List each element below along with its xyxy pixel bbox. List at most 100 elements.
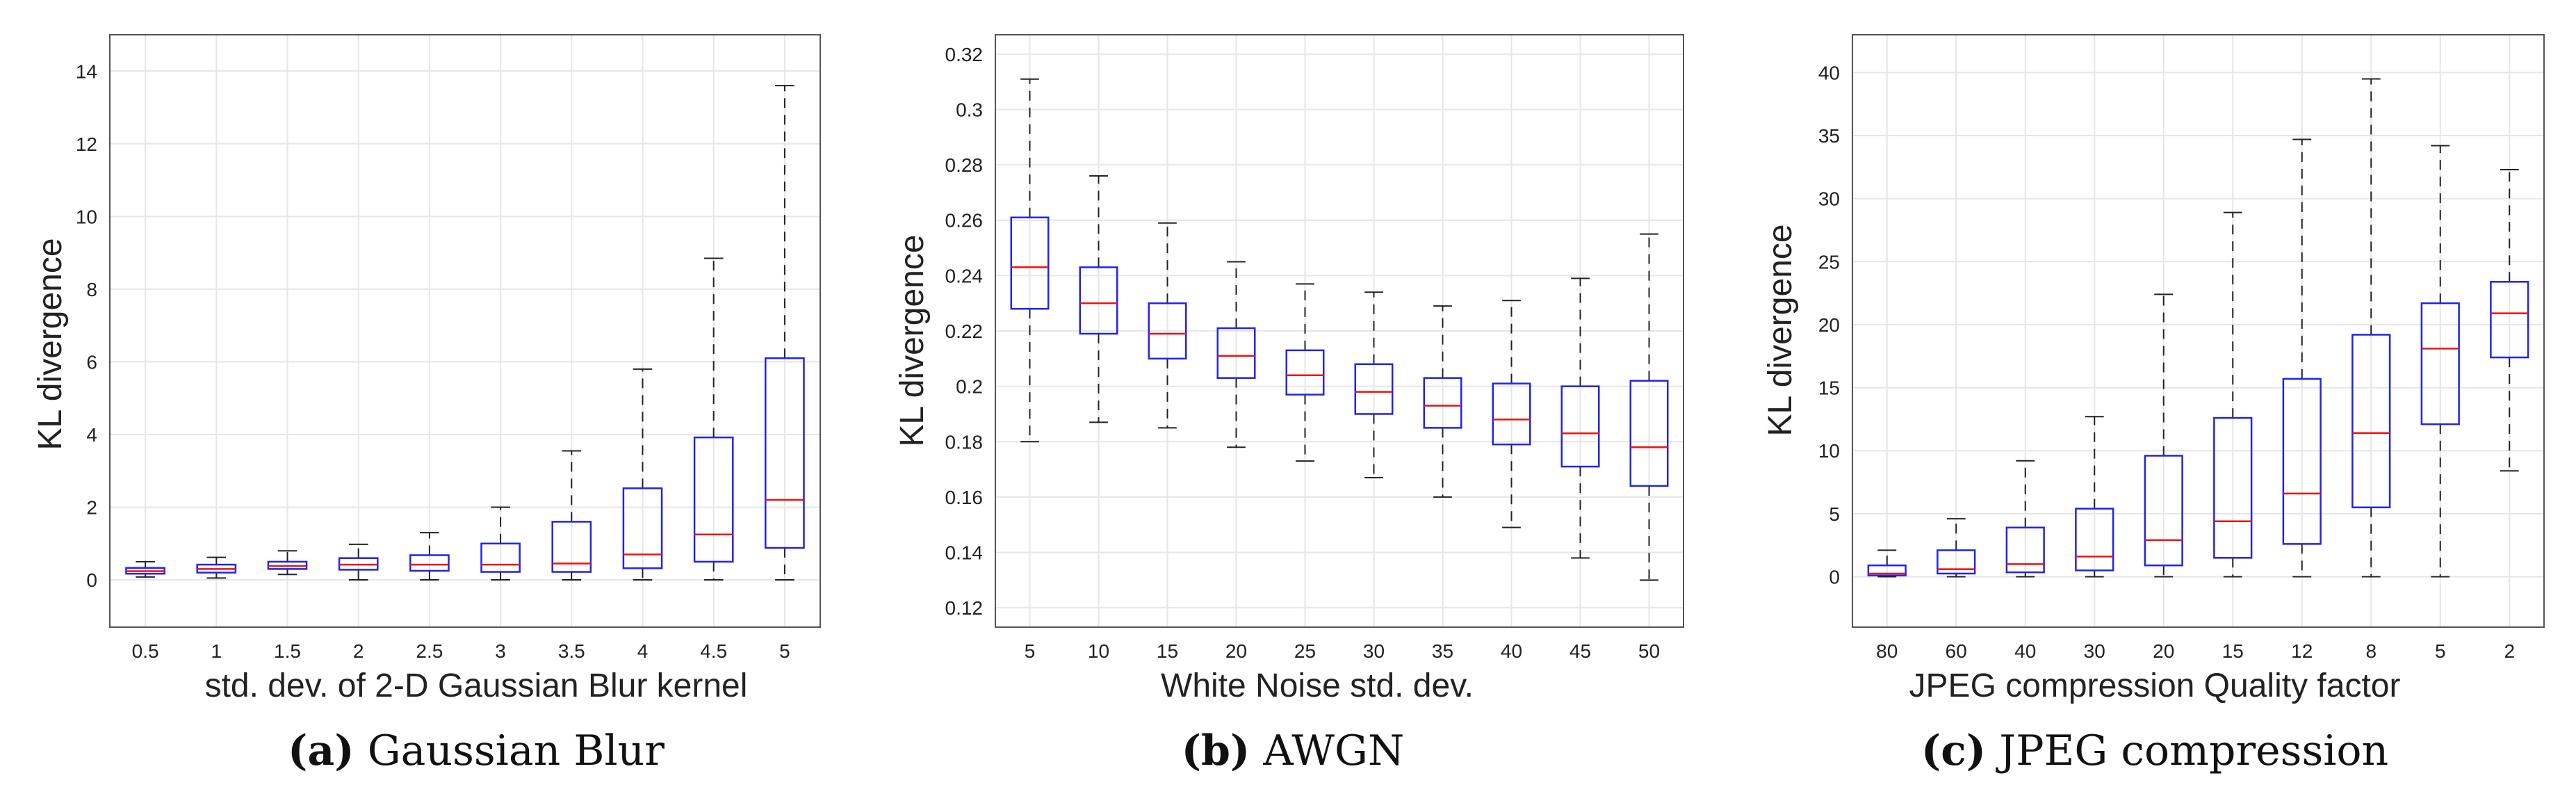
x-tick-label: 45 — [1570, 640, 1591, 662]
y-tick-label: 8 — [86, 279, 97, 300]
y-axis-label-gaussian-blur: KL divergence — [32, 238, 69, 450]
y-tick-label: 0.22 — [945, 321, 984, 342]
x-tick-label: 30 — [2084, 640, 2105, 662]
y-tick-label: 0.12 — [945, 597, 984, 619]
y-tick-label: 0.14 — [945, 542, 984, 564]
panel-jpeg-compression: 0 5 10 15 20 25 30 35 40 80 60 40 30 20 15 12 8 5 2 KL div… — [1762, 34, 2545, 775]
x-tick-label: 30 — [1363, 640, 1385, 662]
box-jpeg-40 — [2005, 460, 2045, 578]
box-gaussian-blur-2 — [338, 543, 379, 581]
iqr-box — [551, 521, 592, 573]
y-tick-label: 0.28 — [945, 154, 984, 176]
y-tick-label: 15 — [1818, 378, 1840, 399]
iqr-box — [2213, 416, 2253, 559]
y-tick-label: 40 — [1818, 62, 1840, 83]
iqr-box — [1285, 349, 1325, 396]
box-jpeg-5 — [2420, 145, 2460, 578]
box-awgn-20 — [1216, 261, 1256, 448]
panel-caption-label: JPEG compression — [1995, 727, 2388, 775]
panel-caption-awgn: (b) AWGN — [1182, 727, 1405, 775]
x-tick-label: 40 — [2014, 640, 2036, 662]
y-tick-label: 2 — [86, 497, 97, 519]
x-tick-label: 4 — [637, 640, 649, 662]
iqr-box — [2490, 281, 2529, 359]
iqr-box — [2144, 455, 2183, 567]
box-jpeg-60 — [1937, 518, 1976, 578]
x-tick-label: 3.5 — [558, 640, 585, 662]
y-tick-label: 14 — [76, 60, 97, 82]
x-tick-label: 80 — [1876, 640, 1898, 662]
box-jpeg-12 — [2282, 138, 2322, 578]
iqr-box — [1079, 266, 1118, 335]
x-tick-label: 20 — [1225, 640, 1247, 662]
box-jpeg-8 — [2351, 78, 2391, 578]
plot-frame-jpeg — [1852, 34, 2545, 628]
x-axis-label-gaussian-blur: std. dev. of 2-D Gaussian Blur kernel — [205, 667, 748, 704]
x-tick-label: 8 — [2365, 640, 2377, 662]
x-tick-label: 20 — [2153, 640, 2174, 662]
panel-gaussian-blur: 0 2 4 6 8 10 12 14 0.5 1 1.5 2 2.5 3 3.5 4 4.5 5 KL diver… — [32, 34, 821, 775]
x-axis-label-jpeg: JPEG compression Quality factor — [1909, 667, 2401, 704]
iqr-box — [2282, 378, 2322, 545]
iqr-box — [622, 487, 663, 569]
box-awgn-45 — [1560, 277, 1600, 559]
panel-awgn: 0.12 0.14 0.16 0.18 0.2 0.22 0.24 0.26 0.28 0.3 0.… — [894, 34, 1684, 775]
x-tick-label: 4.5 — [700, 640, 727, 662]
iqr-box — [1010, 216, 1050, 310]
x-tick-label: 2.5 — [416, 640, 443, 662]
iqr-box — [1492, 382, 1531, 446]
y-tick-label: 0.3 — [956, 99, 983, 120]
plot-frame-gaussian-blur — [109, 34, 821, 628]
box-awgn-40 — [1492, 300, 1531, 528]
iqr-box — [1560, 385, 1600, 468]
box-awgn-35 — [1423, 305, 1462, 498]
iqr-box — [409, 554, 450, 572]
iqr-box — [2075, 508, 2114, 572]
y-tick-label: 6 — [86, 351, 97, 373]
y-tick-label: 0.16 — [945, 487, 984, 508]
plot-frame-awgn — [995, 34, 1684, 628]
box-gaussian-blur-3.5 — [551, 450, 592, 581]
box-gaussian-blur-0.5 — [125, 560, 165, 578]
box-awgn-15 — [1148, 222, 1187, 429]
x-tick-label: 15 — [2222, 640, 2244, 662]
box-jpeg-2 — [2490, 168, 2529, 472]
x-tick-label: 12 — [2291, 640, 2313, 662]
panel-caption-letter: (c) — [1921, 727, 1986, 775]
iqr-box — [480, 542, 521, 573]
y-tick-label: 25 — [1818, 251, 1840, 273]
box-jpeg-30 — [2075, 416, 2114, 578]
y-tick-label: 35 — [1818, 125, 1840, 147]
panel-caption-letter: (b) — [1182, 727, 1250, 775]
panel-caption-letter: (a) — [288, 727, 354, 775]
iqr-box — [1937, 549, 1976, 575]
y-tick-label: 0 — [1829, 566, 1840, 588]
y-tick-label: 0.24 — [945, 265, 984, 286]
x-tick-label: 1.5 — [274, 640, 301, 662]
iqr-box — [1423, 377, 1462, 429]
x-tick-label: 60 — [1946, 640, 1967, 662]
x-axis-label-awgn: White Noise std. dev. — [1161, 667, 1474, 704]
x-tick-label: 15 — [1157, 640, 1178, 662]
x-tick-label: 2 — [353, 640, 364, 662]
iqr-box — [1216, 327, 1256, 379]
x-tick-label: 5 — [2435, 640, 2446, 662]
y-tick-label: 0 — [86, 569, 97, 591]
box-awgn-25 — [1285, 283, 1325, 462]
y-tick-label: 4 — [86, 424, 97, 446]
box-gaussian-blur-1 — [196, 556, 237, 579]
x-tick-label: 2 — [2504, 640, 2515, 662]
iqr-box — [1867, 564, 1907, 576]
x-tick-label: 25 — [1294, 640, 1316, 662]
box-awgn-5 — [1010, 78, 1050, 443]
x-tick-label: 10 — [1088, 640, 1109, 662]
x-tick-label: 1 — [211, 640, 222, 662]
box-jpeg-80 — [1867, 549, 1907, 578]
box-awgn-10 — [1079, 175, 1118, 423]
x-tick-label: 3 — [495, 640, 506, 662]
iqr-box — [2005, 526, 2045, 574]
iqr-box — [2351, 334, 2391, 509]
iqr-box — [1148, 302, 1187, 360]
box-gaussian-blur-3 — [480, 506, 521, 581]
panel-caption-label: Gaussian Blur — [368, 727, 665, 775]
